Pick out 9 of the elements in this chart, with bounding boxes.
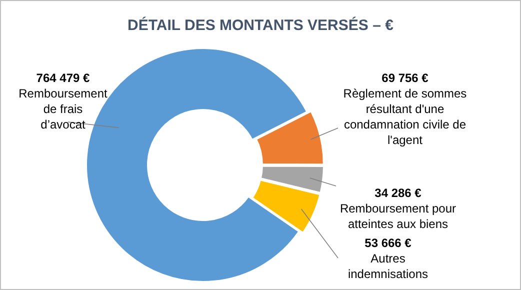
data-label: 53 666 €	[364, 236, 412, 250]
data-label: 34 286 €	[374, 186, 422, 200]
slice-label: Remboursement pour atteintes aux biens	[340, 202, 456, 231]
slice-label: Remboursement de frais d’avocat	[18, 86, 108, 132]
slice-label: Autres indemnisations	[348, 252, 428, 281]
data-label: 764 479 €	[36, 71, 90, 85]
data-label: 69 756 €	[382, 71, 429, 85]
slice-label: Règlement de sommes résultant d'une condamnation civile de l'agent	[343, 86, 467, 147]
chart-title: DÉTAIL DES MONTANTS VERSÉS – €	[128, 16, 394, 34]
